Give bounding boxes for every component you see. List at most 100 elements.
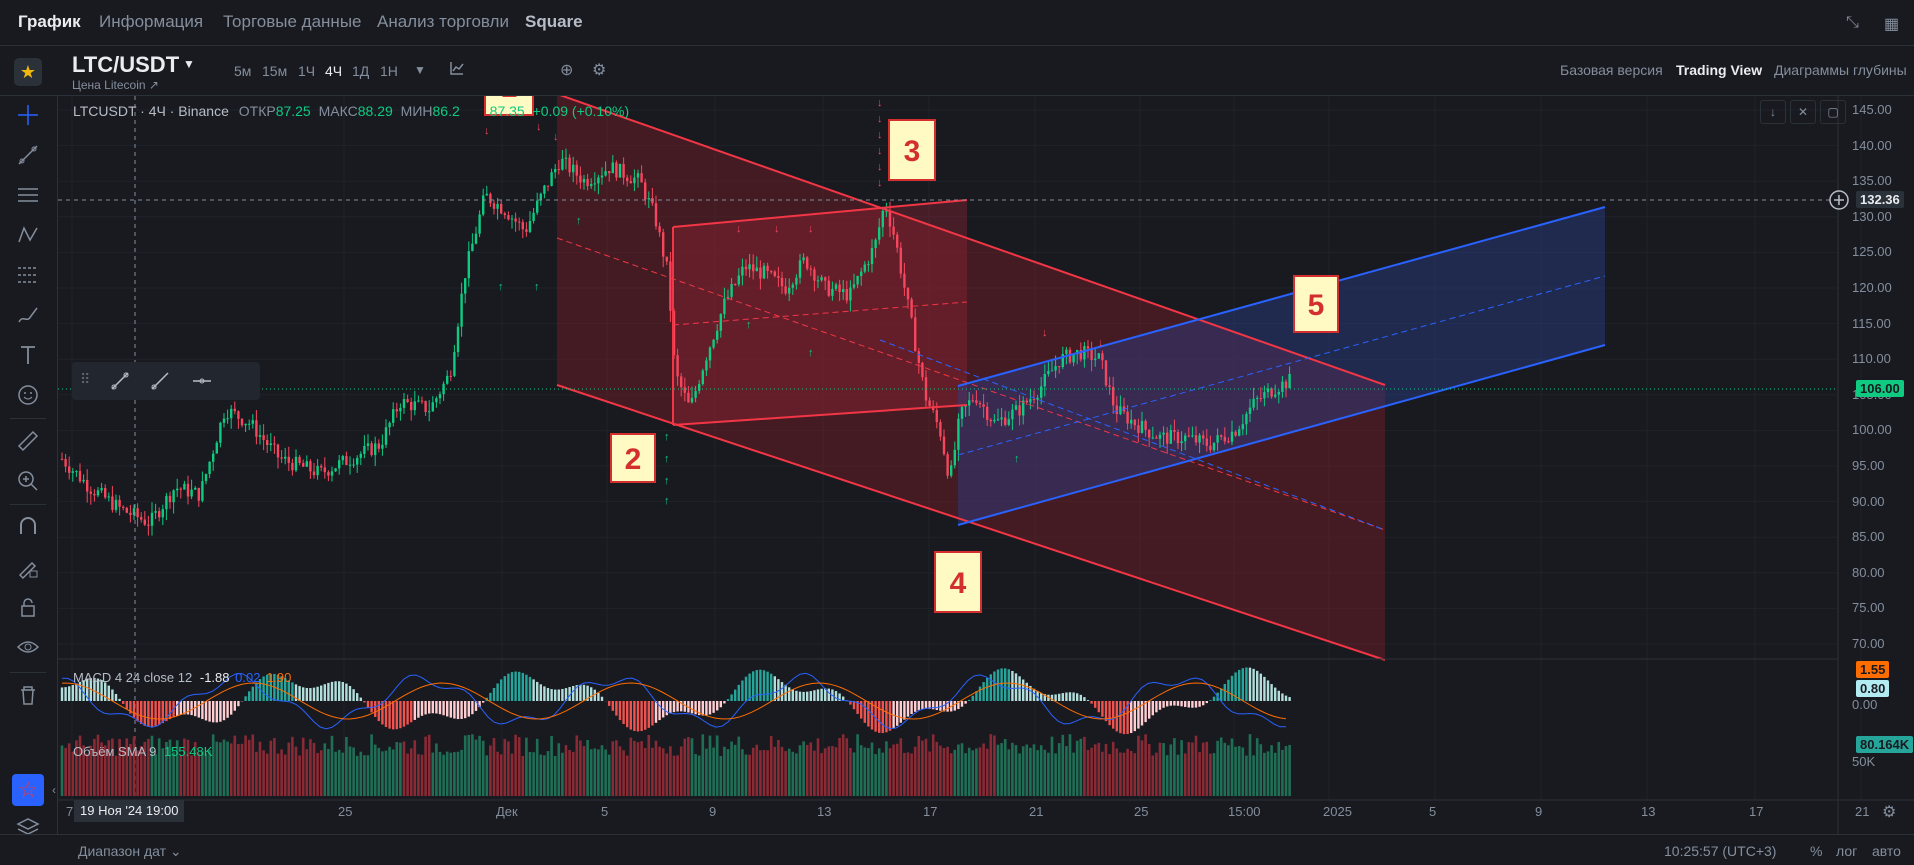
interval-1d[interactable]: 1Д bbox=[352, 63, 370, 79]
view-tradingview[interactable]: Trading View bbox=[1676, 62, 1763, 78]
macd-bar bbox=[1126, 701, 1129, 735]
candle-body bbox=[233, 408, 236, 412]
volume-bar bbox=[409, 748, 413, 796]
candle-body bbox=[759, 267, 762, 279]
macd-bar bbox=[309, 688, 312, 701]
macd-bar bbox=[1083, 697, 1086, 701]
maximize-pane-icon[interactable]: ▢ bbox=[1820, 100, 1846, 124]
price-chart[interactable]: ↓ ↓ ↓ ↓ ↓ ↓ ↓ ↓ ↓ ↓ ↓ ↓ ↓ ↓ ↑ ↑ ↑ ↑ ↑ ↑ ↑ ↑ ↑ ↑ 1 2 3 4 5 bbox=[58, 96, 1914, 834]
macd-bar bbox=[424, 701, 427, 715]
date-range-button[interactable]: Диапазон дат ⌄ bbox=[78, 843, 182, 859]
volume-bar bbox=[121, 746, 125, 796]
macd-bar bbox=[507, 673, 510, 701]
macd-bar bbox=[1007, 669, 1010, 701]
macd-bar bbox=[618, 701, 622, 721]
interval-15m[interactable]: 15м bbox=[262, 63, 288, 79]
price-label: 120.00 bbox=[1852, 280, 1892, 295]
favorites-star-icon[interactable]: ☆ bbox=[12, 774, 44, 806]
percent-toggle[interactable]: % bbox=[1810, 843, 1823, 859]
candle-body bbox=[748, 264, 751, 270]
interval-1h[interactable]: 1Ч bbox=[298, 63, 316, 79]
candle-body bbox=[795, 277, 798, 285]
brush-icon[interactable] bbox=[13, 300, 43, 330]
symbol-subtitle-link[interactable]: Цена Litecoin ↗ bbox=[72, 78, 159, 92]
volume-bar bbox=[417, 754, 420, 796]
macd-bar bbox=[1162, 701, 1165, 708]
candle-body bbox=[986, 406, 989, 420]
volume-bar bbox=[723, 746, 726, 796]
eye-icon[interactable] bbox=[13, 632, 43, 662]
drag-handle-icon[interactable]: ⠿ bbox=[80, 371, 91, 387]
interval-more-chevron-icon[interactable]: ▼ bbox=[414, 63, 426, 77]
collapse-icon[interactable]: ⤡ bbox=[1846, 14, 1859, 31]
scroll-down-icon[interactable]: ↓ bbox=[1760, 100, 1786, 124]
volume-bar bbox=[823, 748, 827, 796]
zoom-in-icon[interactable] bbox=[13, 466, 43, 496]
macd-bar bbox=[867, 701, 870, 727]
candle-body bbox=[71, 471, 74, 473]
candle-body bbox=[1101, 353, 1104, 361]
volume-bar bbox=[64, 747, 67, 796]
volume-bar bbox=[435, 743, 438, 796]
text-tool-icon[interactable] bbox=[13, 340, 43, 370]
ruler-icon[interactable] bbox=[13, 426, 43, 456]
macd-bar bbox=[809, 691, 812, 701]
tab-trade-analysis[interactable]: Анализ торговли bbox=[377, 12, 509, 31]
volume-bar bbox=[1061, 734, 1065, 796]
lock-drawing-icon[interactable] bbox=[13, 552, 43, 582]
macd-bar bbox=[820, 688, 823, 701]
ray-icon[interactable] bbox=[148, 369, 172, 393]
trendline-icon[interactable] bbox=[13, 140, 43, 170]
tab-square[interactable]: Square bbox=[525, 12, 583, 31]
interval-4h[interactable]: 4Ч bbox=[325, 63, 343, 79]
volume-bar bbox=[831, 746, 834, 796]
tab-info[interactable]: Информация bbox=[99, 12, 204, 31]
view-basic[interactable]: Базовая версия bbox=[1560, 62, 1663, 78]
candle-body bbox=[1205, 438, 1208, 446]
macd-bar bbox=[75, 683, 78, 701]
add-indicator-icon[interactable]: ⊕ bbox=[560, 62, 574, 79]
macd-bar bbox=[222, 701, 226, 721]
log-toggle[interactable]: лог bbox=[1836, 843, 1858, 859]
volume-bar bbox=[175, 740, 179, 796]
macd-bar bbox=[755, 670, 758, 701]
view-depth[interactable]: Диаграммы глубины bbox=[1774, 62, 1907, 78]
volume-bar bbox=[1018, 753, 1021, 796]
crosshair-icon[interactable] bbox=[13, 100, 43, 130]
horizontal-ray-icon[interactable] bbox=[190, 369, 214, 393]
favorite-star-icon[interactable]: ★ bbox=[14, 58, 42, 86]
chart-type-icon[interactable] bbox=[449, 60, 465, 81]
trash-icon[interactable] bbox=[13, 680, 43, 710]
interval-5m[interactable]: 5м bbox=[234, 63, 252, 79]
chart-settings-icon[interactable]: ⚙ bbox=[1882, 804, 1897, 821]
volume-bar bbox=[471, 734, 474, 796]
candle-body bbox=[687, 392, 690, 403]
volume-bar bbox=[705, 748, 708, 796]
symbol-title[interactable]: LTC/USDT bbox=[72, 52, 180, 77]
horizontal-lines-icon[interactable] bbox=[13, 180, 43, 210]
macd-bar bbox=[482, 701, 485, 703]
lock-icon[interactable] bbox=[13, 592, 43, 622]
macd-bar bbox=[518, 671, 521, 701]
magnet-icon[interactable] bbox=[13, 512, 43, 542]
auto-toggle[interactable]: авто bbox=[1872, 843, 1901, 859]
tab-chart[interactable]: График bbox=[18, 12, 81, 31]
chevron-down-icon[interactable]: ▼ bbox=[183, 57, 195, 71]
collapse-sidebar-chevron-icon[interactable]: ‹ bbox=[52, 783, 56, 797]
settings-gear-icon[interactable]: ⚙ bbox=[592, 62, 607, 79]
interval-1w[interactable]: 1Н bbox=[380, 63, 398, 79]
floating-drawing-toolbar[interactable]: ⠿ bbox=[72, 362, 260, 400]
pattern-icon[interactable] bbox=[13, 220, 43, 250]
candle-body bbox=[150, 512, 154, 526]
trendline-icon[interactable] bbox=[108, 369, 132, 393]
macd-bar bbox=[1040, 692, 1043, 701]
fib-icon[interactable] bbox=[13, 260, 43, 290]
macd-bar bbox=[1223, 683, 1226, 701]
emoji-icon[interactable] bbox=[13, 380, 43, 410]
macd-bar bbox=[644, 701, 647, 730]
candle-body bbox=[539, 193, 542, 201]
collapse-pane-icon[interactable]: ✕ bbox=[1790, 100, 1816, 124]
candle-body bbox=[1119, 406, 1122, 415]
grid-layout-icon[interactable]: ▦ bbox=[1884, 16, 1900, 33]
tab-trading-data[interactable]: Торговые данные bbox=[223, 12, 362, 31]
